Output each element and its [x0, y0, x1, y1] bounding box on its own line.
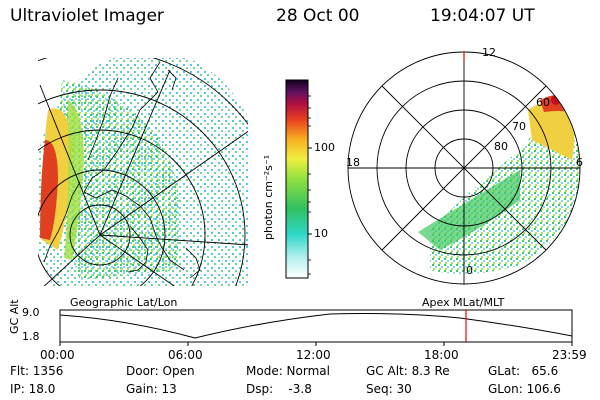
status-seq: Seq: 30 — [366, 382, 412, 396]
status-glat: GLat: 65.6 — [488, 364, 559, 378]
mlat-label-80: 80 — [494, 140, 508, 153]
orbit-ylabel: GC Alt — [8, 299, 21, 334]
orbit-xtick-1200: 12:00 — [296, 348, 331, 362]
status-mode: Mode: Normal — [246, 364, 330, 378]
polar-plot — [347, 51, 581, 285]
instrument-title: Ultraviolet Imager — [10, 6, 164, 26]
orbit-xtick-0000: 00:00 — [40, 348, 75, 362]
mlt-label-0: 0 — [466, 264, 473, 277]
colorbar-unit-label: photon cm⁻²s⁻¹ — [262, 154, 275, 240]
status-gain: Gain: 13 — [126, 382, 177, 396]
status-door: Door: Open — [126, 364, 195, 378]
date-label: 28 Oct 00 — [276, 6, 360, 26]
status-ip: IP: 18.0 — [10, 382, 56, 396]
mlat-label-70: 70 — [512, 120, 526, 133]
geographic-label: Geographic Lat/Lon — [70, 296, 178, 309]
orbit-xtick-2359: 23:59 — [552, 348, 587, 362]
orbit-xtick-1800: 18:00 — [424, 348, 459, 362]
graticule — [38, 58, 248, 286]
time-label: 19:04:07 UT — [430, 6, 535, 26]
mlt-label-6: 6 — [576, 156, 583, 169]
colorbar-tick-10: 10 — [314, 227, 328, 240]
orbit-ytick-max: 9.0 — [22, 306, 40, 319]
status-flt: Flt: 1356 — [10, 364, 64, 378]
status-dsp: Dsp: -3.8 — [246, 382, 312, 396]
mlt-label-18: 18 — [346, 156, 360, 169]
status-glon: GLon: 106.6 — [488, 382, 561, 396]
status-gcalt: GC Alt: 8.3 Re — [366, 364, 450, 378]
colorbar-tick-100: 100 — [314, 141, 335, 154]
orbit-ytick-min: 1.8 — [22, 330, 40, 343]
color-bar — [285, 79, 312, 279]
geographic-image — [38, 58, 248, 286]
apex-label: Apex MLat/MLT — [422, 296, 505, 309]
coastlines — [43, 61, 201, 279]
mlat-label-60: 60 — [536, 96, 550, 109]
mlt-label-12: 12 — [482, 46, 496, 59]
orbit-plot — [59, 309, 573, 346]
orbit-xtick-0600: 06:00 — [168, 348, 203, 362]
